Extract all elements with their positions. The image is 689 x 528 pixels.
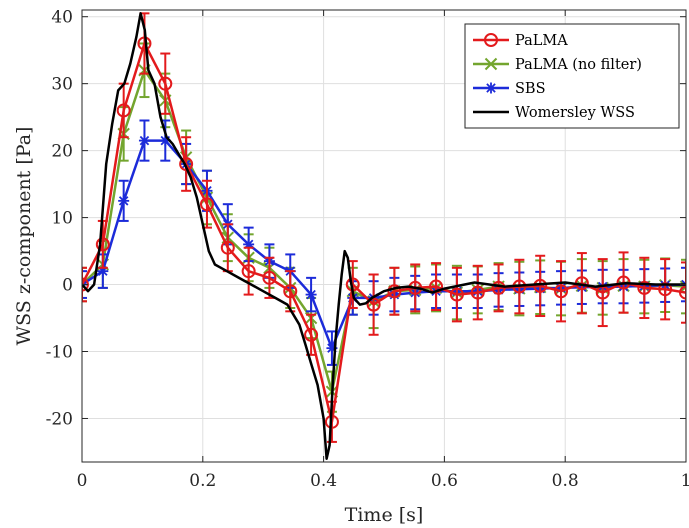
y-tick-label: -20	[46, 409, 73, 429]
x-axis-title: Time [s]	[345, 504, 424, 526]
marker-stroke	[681, 279, 686, 286]
error-bar	[681, 261, 686, 324]
data-point	[449, 287, 464, 302]
series-group	[82, 12, 686, 460]
data-point	[158, 76, 173, 91]
marker-stroke	[306, 289, 316, 300]
x-tick-label: 0.8	[552, 471, 579, 491]
marker-stroke	[484, 57, 498, 71]
x-tick-label: 0	[77, 471, 88, 491]
x-tick-label: 0.6	[431, 471, 458, 491]
series-line	[82, 12, 686, 460]
y-tick-label: 0	[62, 276, 73, 296]
legend-marker	[485, 82, 497, 94]
marker-stroke	[679, 280, 686, 288]
grid	[81, 10, 687, 462]
legend-label: PaLMA (no filter)	[515, 57, 642, 73]
legend-item-womersley-wss: Womersley WSS	[473, 105, 635, 121]
data-point	[637, 280, 652, 295]
data-point	[220, 240, 235, 255]
legend-label: SBS	[515, 81, 546, 97]
legend-marker	[484, 33, 498, 47]
y-tick-label: 10	[51, 209, 73, 229]
data-point	[679, 285, 686, 300]
data-point	[554, 284, 569, 299]
y-tick-label: 30	[51, 75, 73, 95]
legend-label: PaLMA	[515, 33, 568, 49]
data-point	[533, 278, 548, 293]
y-tick-label: -10	[46, 343, 73, 363]
legend-box	[464, 23, 680, 129]
data-point	[283, 284, 298, 299]
data-point	[366, 297, 381, 312]
error-bar	[82, 266, 87, 303]
x-tick-label: 0.2	[189, 471, 216, 491]
error-bar	[82, 270, 87, 299]
y-tick-label: 20	[51, 142, 73, 162]
marker-stroke	[118, 196, 129, 206]
data-point	[305, 289, 317, 301]
data-point	[95, 237, 110, 252]
y-tick-label: 40	[51, 8, 73, 28]
data-point	[118, 195, 130, 207]
y-axis-title: WSS z-component [Pa]	[13, 127, 35, 346]
legend-item-palma-no-filter: PaLMA (no filter)	[473, 57, 642, 73]
error-bar	[681, 266, 686, 303]
legend: PaLMA PaLMA (no filter) SBS Womersley WSS	[464, 23, 680, 129]
data-point	[116, 103, 131, 118]
data-point	[138, 135, 150, 147]
data-point	[470, 285, 485, 300]
tick-labels: 0 0.2 0.4 0.6 0.8 1 -20 -10 0 10 20 30 40	[46, 8, 689, 491]
x-tick-label: 0.4	[310, 471, 337, 491]
marker-stroke	[486, 83, 496, 93]
legend-item-sbs: SBS	[473, 81, 546, 97]
legend-marker	[484, 57, 498, 71]
data-point	[679, 280, 686, 293]
legend-label: Womersley WSS	[515, 105, 635, 121]
axes-box	[81, 9, 687, 463]
error-bar	[681, 258, 686, 315]
x-tick-label: 1	[681, 471, 689, 491]
axes	[81, 9, 687, 463]
marker-stroke	[679, 285, 686, 293]
marker-stroke	[139, 135, 150, 146]
data-point	[262, 270, 277, 285]
legend-item-palma: PaLMA	[473, 33, 568, 49]
data-point	[658, 282, 673, 297]
data-point	[241, 264, 256, 279]
series-womersley-wss	[82, 12, 686, 460]
data-point	[491, 280, 506, 295]
data-point	[199, 197, 214, 212]
data-point	[304, 327, 319, 342]
